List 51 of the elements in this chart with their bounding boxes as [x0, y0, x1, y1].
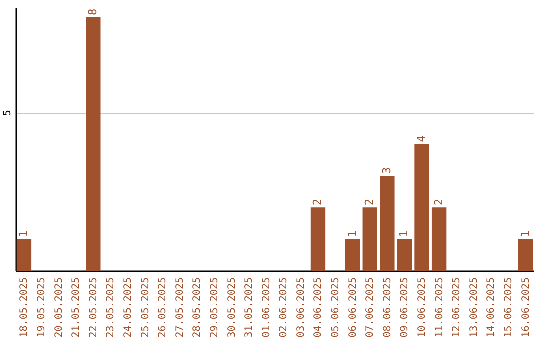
x-tick-label: 03.06.2025 [296, 278, 307, 338]
bar [380, 176, 395, 271]
x-tick-label: 11.06.2025 [434, 278, 446, 338]
x-tick-label: 16.06.2025 [520, 278, 532, 338]
x-tick-label: 24.05.2025 [122, 278, 134, 338]
x-tick-label: 27.05.2025 [174, 278, 186, 338]
bar [345, 239, 360, 271]
x-tick-label: 05.06.2025 [330, 278, 342, 338]
bar [362, 208, 378, 271]
x-tick-label: 09.06.2025 [400, 278, 411, 338]
x-tick-label: 29.05.2025 [209, 278, 220, 338]
data-label: 1 [398, 230, 411, 238]
x-tick-label: 30.05.2025 [226, 278, 238, 338]
x-tick-label: 23.05.2025 [106, 278, 117, 338]
x-tick-label: 07.06.2025 [365, 278, 376, 338]
x-tick-label: 12.06.2025 [452, 278, 463, 338]
y-tick-label: 5 [2, 110, 14, 116]
data-label: 2 [311, 199, 324, 206]
bar [518, 239, 534, 271]
bar [432, 208, 447, 271]
data-label: 8 [86, 8, 100, 16]
x-tick-label: 25.05.2025 [140, 278, 152, 338]
x-tick-label: 06.06.2025 [348, 278, 359, 338]
x-tick-label: 22.05.2025 [88, 278, 100, 338]
data-label: 3 [380, 167, 394, 174]
x-tick-label: 15.06.2025 [503, 278, 514, 338]
x-tick-label: 20.05.2025 [54, 278, 65, 338]
x-tick-label: 10.06.2025 [417, 278, 428, 338]
x-tick-label: 01.06.2025 [261, 278, 272, 338]
bar [414, 144, 430, 271]
data-label: 1 [17, 230, 30, 238]
data-label: 2 [363, 199, 376, 206]
x-tick-label: 08.06.2025 [382, 278, 394, 338]
x-tick-label: 04.06.2025 [313, 278, 324, 338]
x-tick-label: 31.05.2025 [244, 278, 256, 338]
data-label: 1 [346, 230, 359, 238]
x-tick-label: 18.05.2025 [19, 278, 30, 338]
x-tick-label: 21.05.2025 [71, 278, 82, 338]
bar [86, 18, 101, 271]
x-tick-label: 13.06.2025 [468, 278, 480, 338]
x-tick-label: 26.05.2025 [158, 278, 169, 338]
data-label: 4 [415, 135, 428, 142]
data-label: 1 [518, 230, 532, 238]
x-tick-label: 02.06.2025 [278, 278, 290, 338]
x-tick-label: 28.05.2025 [192, 278, 204, 338]
x-tick-label: 14.06.2025 [486, 278, 498, 338]
x-tick-label: 19.05.2025 [36, 278, 48, 338]
bar [16, 239, 32, 271]
bar [310, 208, 326, 271]
data-label: 2 [432, 199, 446, 206]
bar [397, 239, 412, 271]
